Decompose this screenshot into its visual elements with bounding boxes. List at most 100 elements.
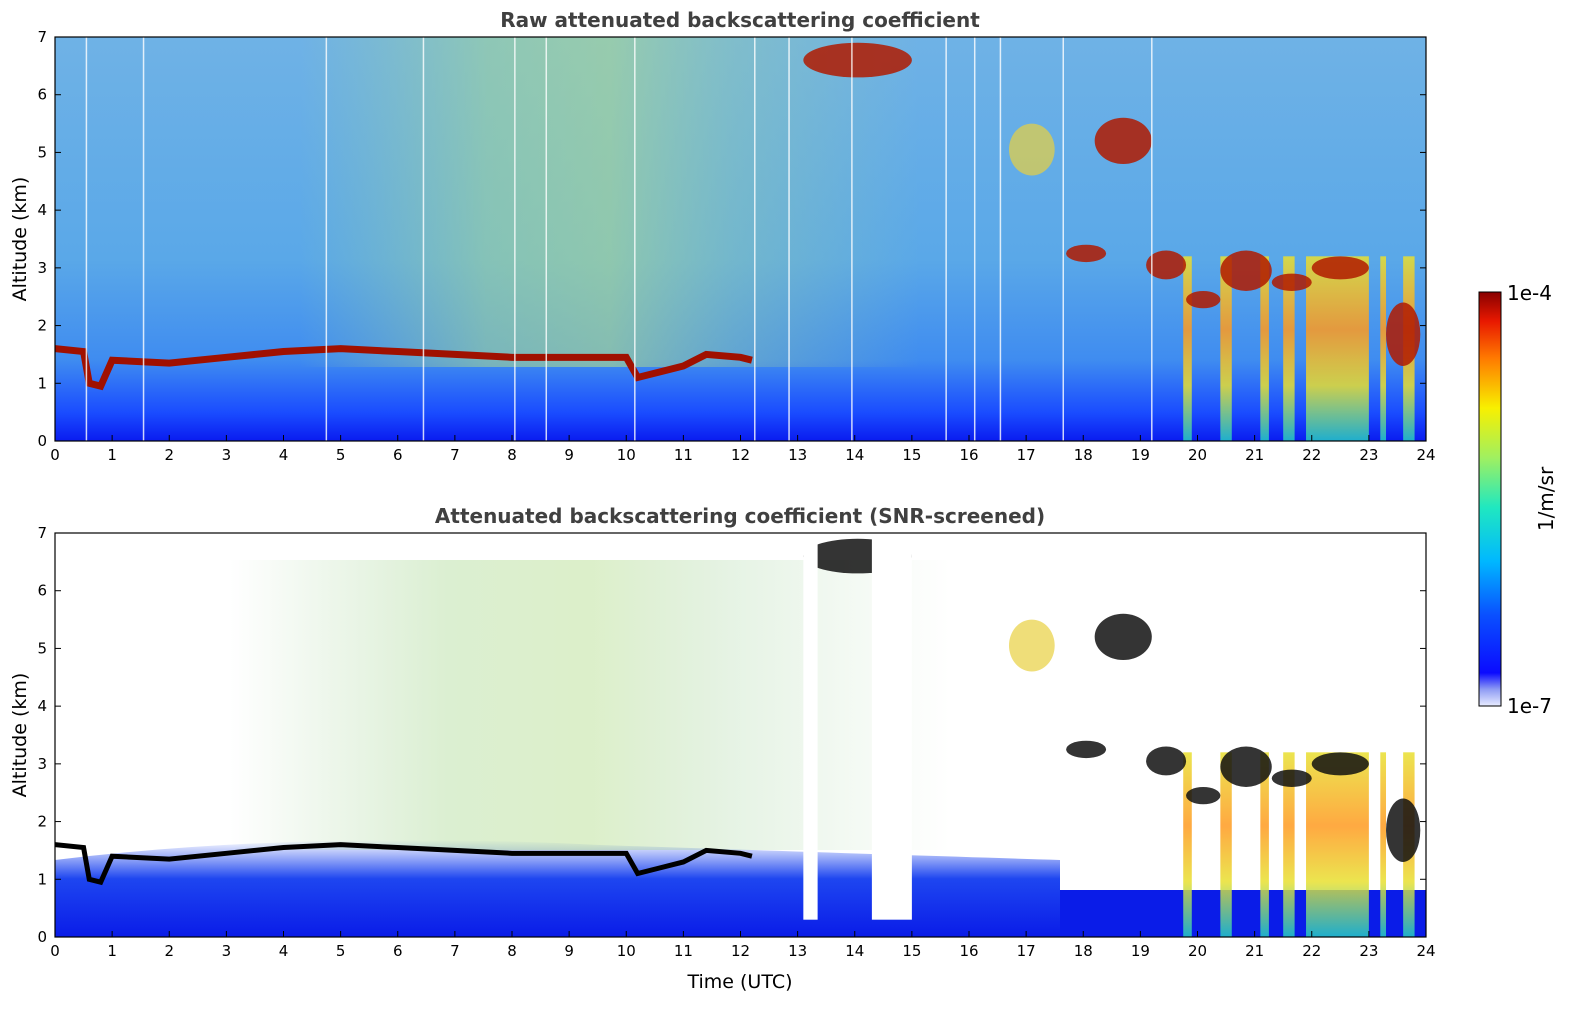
y-tick-label: 6 <box>37 86 47 104</box>
x-tick-label: 23 <box>1359 446 1378 464</box>
precipitation-column <box>1380 256 1387 441</box>
x-tick-label: 24 <box>1416 942 1435 960</box>
colorbar-gradient <box>1478 291 1502 707</box>
panel2-title: Attenuated backscattering coefficient (S… <box>435 504 1045 528</box>
screened-gap <box>871 533 912 920</box>
x-tick-label: 7 <box>450 446 460 464</box>
y-tick-label: 3 <box>37 755 47 773</box>
x-tick-label: 0 <box>50 942 60 960</box>
y-tick-label: 4 <box>37 697 47 715</box>
x-tick-label: 23 <box>1359 942 1378 960</box>
x-tick-label: 7 <box>450 942 460 960</box>
panel1-x-axis: 0 1 2 3 4 5 6 7 8 9 10 11 12 13 14 15 16 17 18 19 20 21 22 23 24 <box>50 435 1436 464</box>
precipitation-column <box>1260 752 1269 937</box>
x-tick-label: 0 <box>50 446 60 464</box>
x-tick-label: 8 <box>507 446 517 464</box>
precipitation-column <box>1283 752 1295 937</box>
x-tick-label: 16 <box>959 446 978 464</box>
panel2-ylabel: Altitude (km) <box>9 673 31 798</box>
cloud-patch <box>1146 746 1187 776</box>
panel2-xlabel: Time (UTC) <box>686 971 792 993</box>
y-tick-label: 0 <box>37 928 47 946</box>
x-tick-label: 10 <box>617 446 636 464</box>
x-tick-label: 8 <box>507 942 517 960</box>
x-tick-label: 11 <box>674 446 693 464</box>
precipitation-column <box>1283 256 1295 441</box>
y-tick-label: 7 <box>37 524 47 542</box>
x-tick-label: 1 <box>107 942 117 960</box>
cloud-patch <box>1008 123 1055 176</box>
x-tick-label: 5 <box>336 942 346 960</box>
cloud-patch <box>1146 250 1187 280</box>
x-tick-label: 21 <box>1245 942 1264 960</box>
panel1-y-axis: 0 1 2 3 4 5 6 7 <box>37 28 1426 450</box>
panel2-plot: 0 1 2 3 4 5 6 7 8 9 10 11 12 13 14 15 16 17 18 19 20 21 22 23 24… <box>9 524 1436 993</box>
x-tick-label: 9 <box>564 446 574 464</box>
x-tick-label: 3 <box>222 942 232 960</box>
cloud-patch <box>1008 619 1055 672</box>
x-tick-label: 5 <box>336 446 346 464</box>
x-tick-label: 14 <box>845 942 864 960</box>
x-tick-label: 24 <box>1416 446 1435 464</box>
panel1-plot: 0 1 2 3 4 5 6 7 8 9 10 11 12 13 14 15 16 17 18 19 20 21 22 23 24… <box>9 28 1436 464</box>
precipitation-column <box>1183 256 1192 441</box>
precipitation-column <box>1220 752 1232 937</box>
y-tick-label: 5 <box>37 639 47 657</box>
x-tick-label: 18 <box>1074 446 1093 464</box>
x-tick-label: 12 <box>731 446 750 464</box>
x-tick-label: 9 <box>564 942 574 960</box>
cloud-patch <box>1271 273 1312 291</box>
cloud-patch <box>1311 256 1369 280</box>
panel2-x-axis: 0 1 2 3 4 5 6 7 8 9 10 11 12 13 14 15 16 17 18 19 20 21 22 23 24 <box>50 931 1436 960</box>
y-tick-label: 4 <box>37 201 47 219</box>
x-tick-label: 13 <box>788 942 807 960</box>
x-tick-label: 21 <box>1245 446 1264 464</box>
panel1-boundary-layer <box>55 345 753 391</box>
x-tick-label: 4 <box>279 446 289 464</box>
panel2-cloud-patches <box>803 538 1421 862</box>
x-tick-label: 15 <box>902 942 921 960</box>
x-tick-label: 10 <box>617 942 636 960</box>
y-tick-label: 1 <box>37 870 47 888</box>
x-tick-label: 3 <box>222 446 232 464</box>
precipitation-column <box>1260 256 1269 441</box>
cloud-patch <box>1186 290 1221 309</box>
cloud-patch <box>1220 250 1272 291</box>
x-tick-label: 15 <box>902 446 921 464</box>
y-tick-label: 0 <box>37 432 47 450</box>
x-tick-label: 13 <box>788 446 807 464</box>
cloud-patch <box>1066 740 1107 759</box>
y-tick-label: 2 <box>37 317 47 335</box>
panel2-screened-gaps <box>803 533 912 920</box>
x-tick-label: 2 <box>164 942 174 960</box>
x-tick-label: 18 <box>1074 942 1093 960</box>
cloud-patch <box>1220 746 1272 787</box>
y-tick-label: 6 <box>37 582 47 600</box>
cloud-patch <box>1186 786 1221 805</box>
x-tick-label: 20 <box>1188 446 1207 464</box>
x-tick-label: 12 <box>731 942 750 960</box>
panel2-boundary-layer <box>55 842 753 886</box>
x-tick-label: 22 <box>1302 942 1321 960</box>
x-tick-label: 1 <box>107 446 117 464</box>
x-tick-label: 6 <box>393 942 403 960</box>
x-tick-label: 17 <box>1017 942 1036 960</box>
x-tick-label: 2 <box>164 446 174 464</box>
colorbar-unit-label: 1/m/sr <box>1534 466 1558 531</box>
panel2-noise-band <box>230 560 950 850</box>
panel2-low-signal-right <box>1060 890 1426 937</box>
panel1-title: Raw attenuated backscattering coefficien… <box>500 8 980 32</box>
x-tick-label: 16 <box>959 942 978 960</box>
x-tick-label: 14 <box>845 446 864 464</box>
cloud-patch <box>1271 769 1312 787</box>
precipitation-column <box>1183 752 1192 937</box>
y-tick-label: 1 <box>37 374 47 392</box>
panel1-noise-band <box>300 37 920 367</box>
x-tick-label: 4 <box>279 942 289 960</box>
colorbar: 1e-4 1e-7 1/m/sr <box>1478 281 1558 718</box>
cloud-patch <box>1386 302 1421 366</box>
x-tick-label: 11 <box>674 942 693 960</box>
cloud-patch <box>1386 798 1421 862</box>
colorbar-max-label: 1e-4 <box>1507 281 1552 305</box>
